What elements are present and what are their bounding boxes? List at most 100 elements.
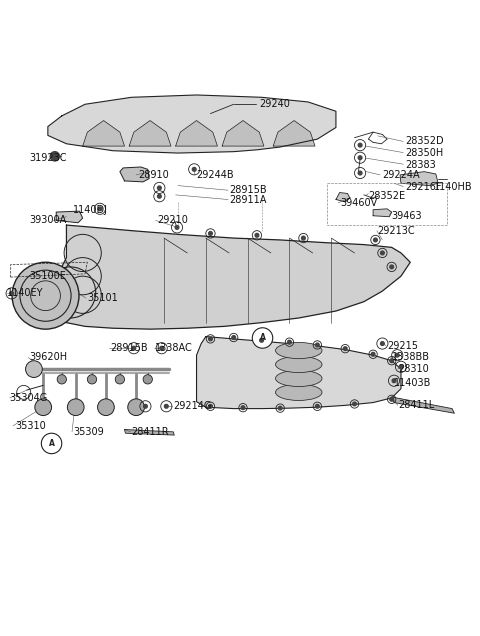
Circle shape xyxy=(358,143,362,147)
Text: A: A xyxy=(48,439,55,448)
Circle shape xyxy=(192,167,196,171)
Circle shape xyxy=(390,398,394,401)
Ellipse shape xyxy=(276,356,322,373)
Circle shape xyxy=(144,404,147,408)
Text: 39460V: 39460V xyxy=(341,198,378,208)
Polygon shape xyxy=(48,225,410,329)
Text: 28911A: 28911A xyxy=(229,195,266,205)
Text: 31923C: 31923C xyxy=(29,153,67,163)
Text: 29216F: 29216F xyxy=(406,181,442,191)
Circle shape xyxy=(343,347,347,350)
Text: 28411L: 28411L xyxy=(399,400,435,410)
Circle shape xyxy=(390,265,394,269)
Text: 35101: 35101 xyxy=(87,293,118,303)
Circle shape xyxy=(278,406,282,410)
Circle shape xyxy=(209,337,212,341)
Text: 35310: 35310 xyxy=(15,421,46,431)
Circle shape xyxy=(392,379,396,383)
Polygon shape xyxy=(400,172,438,186)
Polygon shape xyxy=(176,121,217,146)
Circle shape xyxy=(371,352,375,356)
Circle shape xyxy=(35,399,51,415)
Circle shape xyxy=(381,342,384,345)
Circle shape xyxy=(157,195,161,198)
Circle shape xyxy=(12,262,79,329)
Polygon shape xyxy=(48,95,336,153)
Text: 1140HB: 1140HB xyxy=(433,181,472,191)
Polygon shape xyxy=(129,121,171,146)
Circle shape xyxy=(315,404,319,408)
Circle shape xyxy=(301,236,305,240)
Polygon shape xyxy=(120,167,149,182)
Text: 1140EY: 1140EY xyxy=(7,288,44,298)
Circle shape xyxy=(160,347,164,350)
Text: 1338BB: 1338BB xyxy=(392,352,430,363)
Circle shape xyxy=(396,354,399,357)
Text: 29215: 29215 xyxy=(387,341,418,351)
Polygon shape xyxy=(392,397,455,413)
Circle shape xyxy=(358,171,362,175)
Circle shape xyxy=(288,340,291,344)
Polygon shape xyxy=(124,429,174,435)
Ellipse shape xyxy=(276,384,322,401)
Circle shape xyxy=(87,375,96,384)
Text: 35100E: 35100E xyxy=(29,271,66,281)
Circle shape xyxy=(97,399,114,415)
Text: 29240: 29240 xyxy=(259,99,290,109)
Circle shape xyxy=(373,238,377,242)
Ellipse shape xyxy=(276,370,322,387)
Circle shape xyxy=(143,375,152,384)
Circle shape xyxy=(241,406,245,410)
Circle shape xyxy=(390,359,394,363)
Text: 28383: 28383 xyxy=(406,160,436,170)
Text: 28411R: 28411R xyxy=(132,427,169,437)
Text: A: A xyxy=(260,333,265,342)
Text: 29214G: 29214G xyxy=(173,401,212,411)
Polygon shape xyxy=(196,336,401,408)
Text: 28352E: 28352E xyxy=(369,191,406,201)
Polygon shape xyxy=(56,211,83,223)
Circle shape xyxy=(381,251,384,255)
Circle shape xyxy=(232,336,236,340)
Circle shape xyxy=(165,404,168,408)
Circle shape xyxy=(132,347,136,350)
Text: 28915B: 28915B xyxy=(229,185,267,195)
Text: 1140DJ: 1140DJ xyxy=(73,205,108,215)
Circle shape xyxy=(67,399,84,415)
Circle shape xyxy=(25,361,42,378)
Text: 35304G: 35304G xyxy=(10,393,48,403)
Polygon shape xyxy=(83,121,124,146)
Circle shape xyxy=(128,399,144,415)
Text: 29210: 29210 xyxy=(157,216,188,225)
Circle shape xyxy=(175,226,179,229)
Circle shape xyxy=(157,186,161,190)
Circle shape xyxy=(315,343,319,347)
Circle shape xyxy=(209,404,212,408)
Polygon shape xyxy=(222,121,264,146)
Text: 35309: 35309 xyxy=(73,427,104,437)
Circle shape xyxy=(399,365,403,369)
Circle shape xyxy=(98,207,102,211)
Polygon shape xyxy=(336,193,350,202)
Polygon shape xyxy=(273,121,315,146)
Text: 28910: 28910 xyxy=(138,170,169,180)
Text: 28915B: 28915B xyxy=(110,343,148,353)
Circle shape xyxy=(255,233,259,237)
Circle shape xyxy=(50,151,60,161)
Circle shape xyxy=(115,375,124,384)
Circle shape xyxy=(358,156,362,160)
Text: 1338AC: 1338AC xyxy=(155,343,192,353)
Circle shape xyxy=(41,433,62,453)
Text: 29224A: 29224A xyxy=(383,170,420,181)
Text: 39463: 39463 xyxy=(392,211,422,221)
Text: 29244B: 29244B xyxy=(196,170,234,180)
Text: 28352D: 28352D xyxy=(406,137,444,146)
Text: 28350H: 28350H xyxy=(406,148,444,158)
Circle shape xyxy=(353,402,356,406)
Text: 29213C: 29213C xyxy=(378,226,415,236)
Circle shape xyxy=(209,232,212,235)
Text: 28310: 28310 xyxy=(399,364,430,374)
Circle shape xyxy=(252,328,273,348)
Ellipse shape xyxy=(276,342,322,359)
Circle shape xyxy=(57,375,66,384)
